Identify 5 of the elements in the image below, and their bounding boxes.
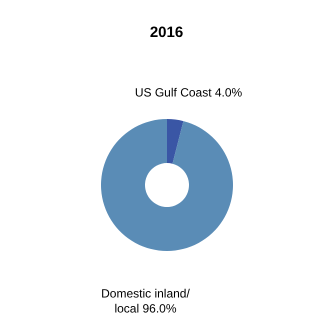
donut-slice (167, 119, 184, 164)
slice-label: Domestic inland/ local 96.0% (101, 286, 190, 316)
donut-slice (101, 119, 233, 251)
chart-title: 2016 (150, 24, 184, 41)
slice-label: US Gulf Coast 4.0% (134, 86, 243, 100)
